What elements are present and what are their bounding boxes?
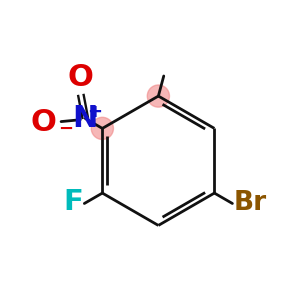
- Text: O: O: [31, 107, 56, 136]
- Circle shape: [91, 117, 113, 140]
- Text: −: −: [58, 120, 73, 138]
- Circle shape: [147, 85, 170, 107]
- Text: O: O: [68, 63, 94, 92]
- Text: +: +: [87, 103, 102, 121]
- Text: F: F: [63, 188, 83, 216]
- Text: N: N: [73, 104, 98, 133]
- Text: Br: Br: [233, 190, 267, 217]
